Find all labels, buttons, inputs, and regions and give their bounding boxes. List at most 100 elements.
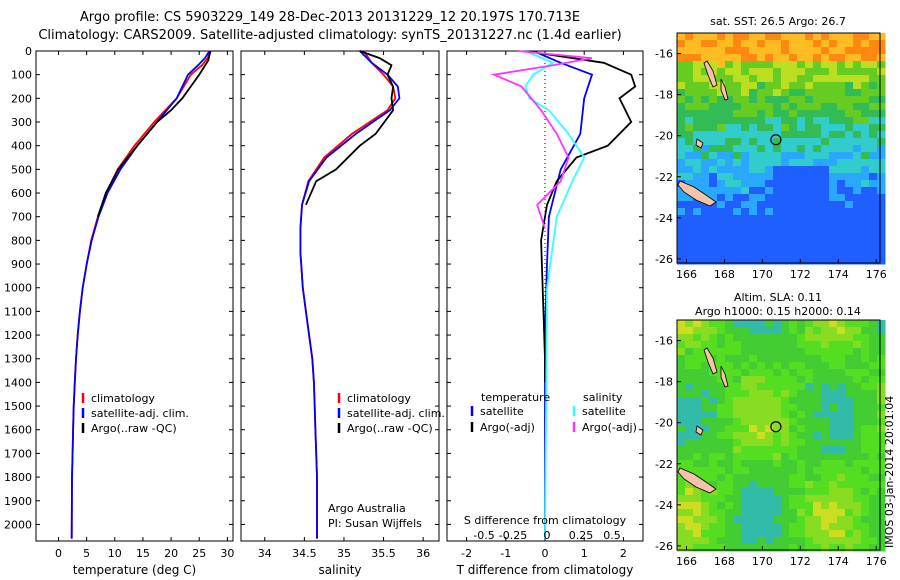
- map-cell: [701, 376, 710, 384]
- map-cell: [701, 96, 710, 104]
- map-cell: [725, 509, 734, 517]
- map-cell: [797, 145, 806, 153]
- map-cell: [837, 68, 846, 76]
- map-cell: [853, 124, 862, 132]
- map-cell: [805, 152, 814, 160]
- map-cell: [805, 481, 814, 489]
- map-cell: [813, 390, 822, 398]
- map-cell: [749, 159, 758, 167]
- map-cell: [877, 509, 886, 517]
- map-cell: [837, 152, 846, 160]
- map-cell: [677, 523, 686, 531]
- map-cell: [717, 362, 726, 370]
- x-tick-label: 176: [866, 268, 887, 281]
- map-cell: [789, 229, 798, 237]
- map-cell: [821, 530, 830, 538]
- map-cell: [725, 404, 734, 412]
- map-cell: [757, 250, 766, 258]
- map-cell: [877, 369, 886, 377]
- map-cell: [773, 334, 782, 342]
- map-cell: [773, 411, 782, 419]
- map-cell: [733, 439, 742, 447]
- map-cell: [773, 194, 782, 202]
- y-tick-label: 900: [11, 258, 32, 271]
- map-cell: [853, 446, 862, 454]
- map-cell: [781, 362, 790, 370]
- map-cell: [677, 439, 686, 447]
- map-cell: [765, 208, 774, 216]
- map-cell: [781, 201, 790, 209]
- map-cell: [805, 82, 814, 90]
- map-cell: [829, 355, 838, 363]
- map-cell: [861, 383, 870, 391]
- map-cell: [845, 117, 854, 125]
- map-cell: [725, 131, 734, 139]
- map-cell: [701, 369, 710, 377]
- map-cell: [725, 446, 734, 454]
- map-cell: [741, 152, 750, 160]
- map-cell: [877, 453, 886, 461]
- map-cell: [813, 75, 822, 83]
- map-cell: [821, 103, 830, 111]
- map-cell: [741, 418, 750, 426]
- y-tick-label: -22: [655, 458, 673, 471]
- map-cell: [733, 145, 742, 153]
- map-cell: [845, 257, 854, 265]
- map-cell: [717, 257, 726, 265]
- map-cell: [717, 40, 726, 48]
- series-line: [299, 50, 401, 539]
- map-cell: [853, 397, 862, 405]
- map-cell: [741, 236, 750, 244]
- map-cell: [757, 61, 766, 69]
- map-cell: [757, 124, 766, 132]
- map-cell: [733, 544, 742, 552]
- map-cell: [853, 117, 862, 125]
- map-cell: [837, 236, 846, 244]
- map-cell: [693, 460, 702, 468]
- map-cell: [845, 383, 854, 391]
- map-cell: [797, 68, 806, 76]
- map-cell: [693, 117, 702, 125]
- map-cell: [773, 432, 782, 440]
- map-cell: [717, 523, 726, 531]
- map-cell: [757, 215, 766, 223]
- map-cell: [813, 145, 822, 153]
- map-cell: [693, 341, 702, 349]
- map-cell: [725, 54, 734, 62]
- map-cell: [853, 425, 862, 433]
- map-cell: [733, 250, 742, 258]
- map-cell: [693, 397, 702, 405]
- map-cell: [813, 201, 822, 209]
- map-cell: [701, 222, 710, 230]
- map-cell: [837, 474, 846, 482]
- map-cell: [741, 33, 750, 41]
- map-cell: [749, 82, 758, 90]
- map-cell: [837, 215, 846, 223]
- map-cell: [845, 418, 854, 426]
- map-cell: [701, 453, 710, 461]
- map-cell: [837, 96, 846, 104]
- map-cell: [701, 320, 710, 328]
- map-cell: [773, 215, 782, 223]
- map-cell: [773, 257, 782, 265]
- map-cell: [837, 82, 846, 90]
- map-cell: [701, 537, 710, 545]
- map-cell: [781, 453, 790, 461]
- map-cell: [709, 418, 718, 426]
- map-cell: [861, 523, 870, 531]
- map-cell: [821, 348, 830, 356]
- map-cell: [813, 257, 822, 265]
- map-cell: [765, 383, 774, 391]
- map-cell: [677, 446, 686, 454]
- map-cell: [685, 544, 694, 552]
- map-cell: [789, 222, 798, 230]
- map-cell: [733, 159, 742, 167]
- map-cell: [805, 537, 814, 545]
- map-cell: [757, 348, 766, 356]
- map-cell: [805, 110, 814, 118]
- map-cell: [877, 201, 886, 209]
- map-cell: [717, 250, 726, 258]
- map-cell: [781, 173, 790, 181]
- map-cell: [797, 523, 806, 531]
- map-cell: [741, 460, 750, 468]
